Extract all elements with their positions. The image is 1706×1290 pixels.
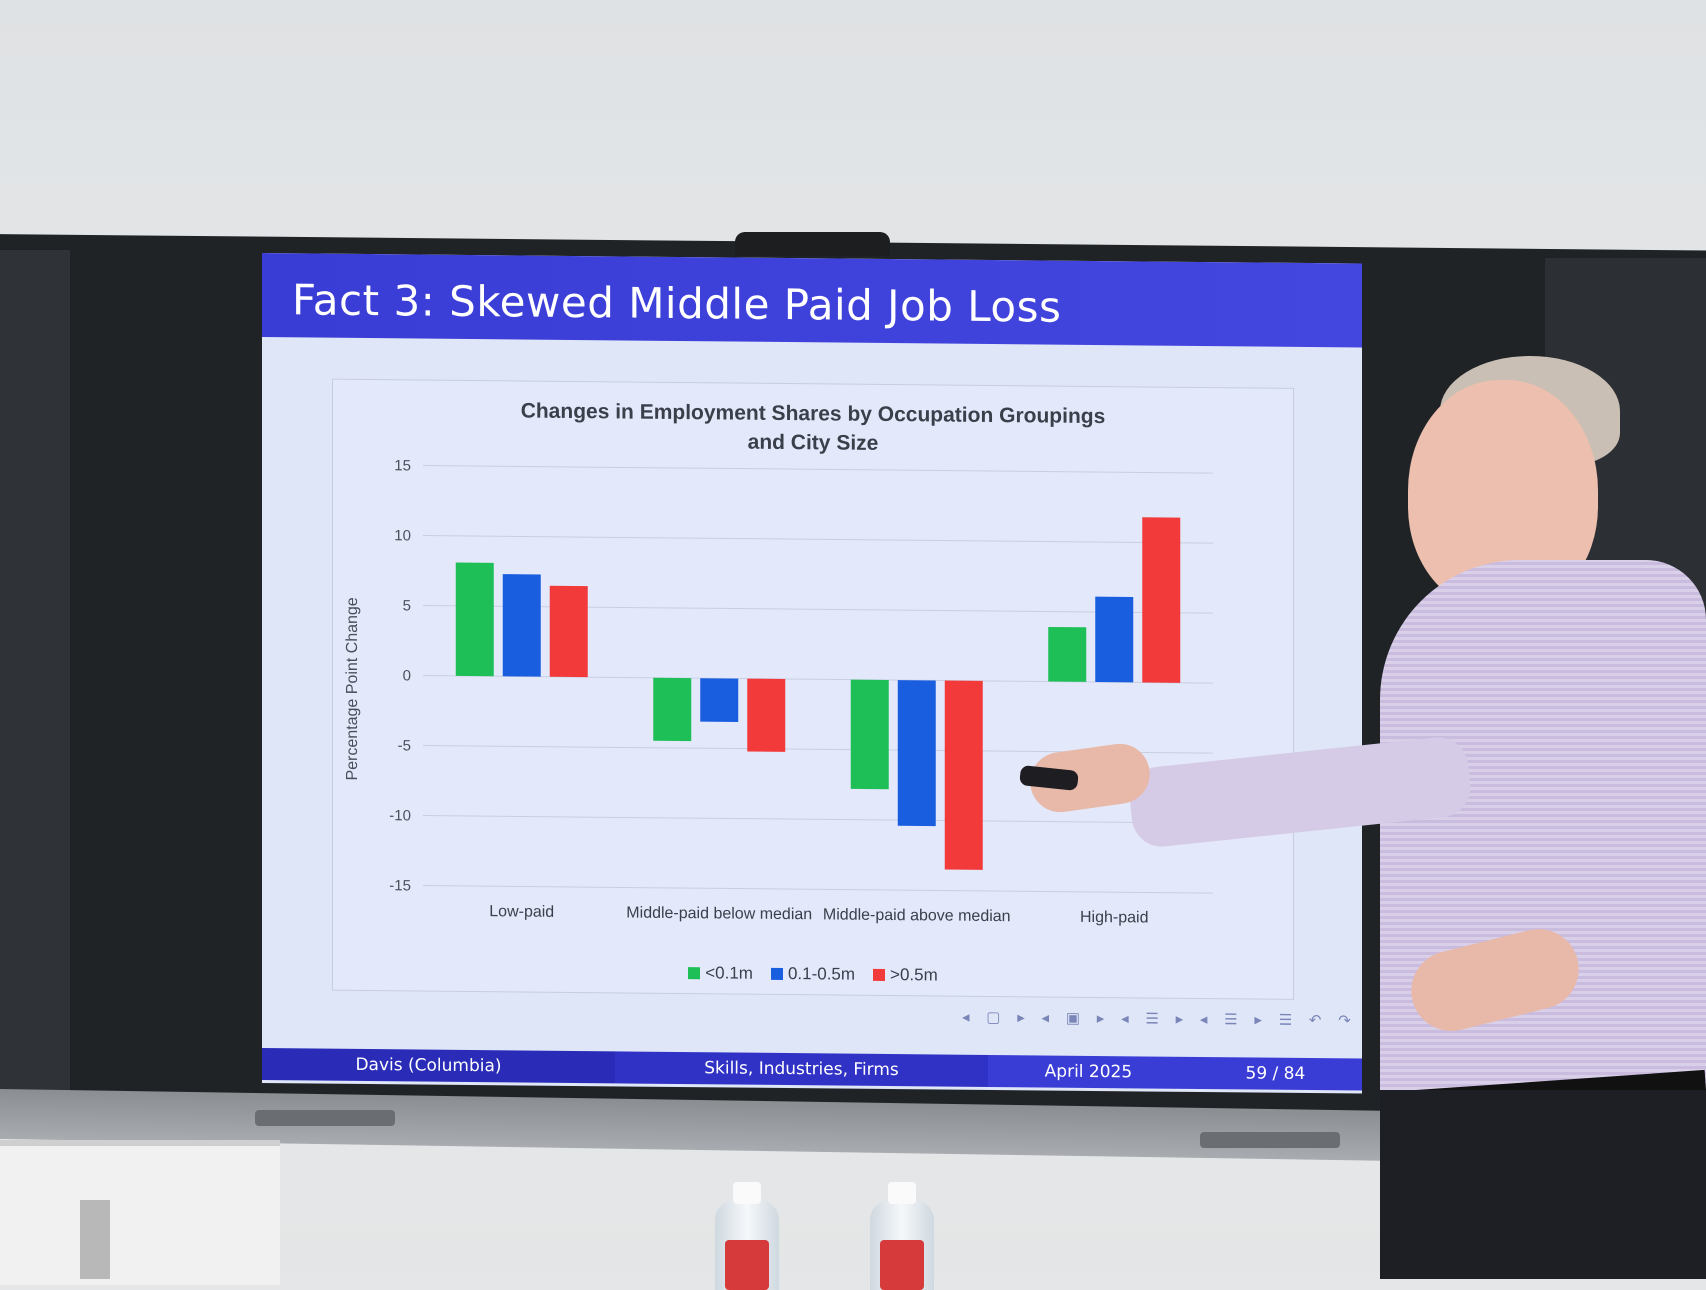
bar (653, 677, 692, 742)
y-tick-label: -5 (398, 737, 411, 754)
bar (1095, 596, 1134, 683)
podium (0, 1140, 280, 1285)
legend-label: 0.1-0.5m (787, 964, 856, 984)
left-side-panel (0, 250, 70, 1090)
presenter-pants (1380, 1090, 1706, 1279)
footer-right: April 2025 59 / 84 (988, 1054, 1362, 1091)
presenter-shirt (1380, 560, 1706, 1120)
y-tick-label: 5 (403, 597, 411, 614)
gridline (423, 535, 1213, 544)
gridline (423, 815, 1213, 824)
gridline (423, 675, 1213, 684)
footer-author: Davis (Columbia) (262, 1047, 615, 1084)
speaker-grille-right (1200, 1132, 1340, 1148)
podium-leg (80, 1200, 110, 1279)
footer-date: April 2025 (1044, 1061, 1133, 1083)
gridline (423, 885, 1213, 894)
footer-talk-title: Skills, Industries, Firms (615, 1051, 988, 1087)
bar (1048, 626, 1087, 682)
legend-swatch (770, 967, 783, 981)
slide-footer: Davis (Columbia) Skills, Industries, Fir… (262, 1047, 1362, 1091)
gridline (423, 605, 1213, 614)
x-category-label: High-paid (1080, 909, 1148, 927)
chart-frame: Changes in Employment Shares by Occupati… (332, 378, 1294, 1000)
y-tick-label: -15 (389, 877, 411, 894)
bar (700, 678, 739, 722)
y-tick-label: 10 (394, 527, 411, 544)
beamer-navigation-icons[interactable]: ◂ ▢ ▸ ◂ ▣ ▸ ◂ ☰ ▸ ◂ ☰ ▸ ☰ ↶ ↷ (962, 1007, 1357, 1030)
y-tick-label: 15 (394, 457, 411, 474)
y-tick-label: -10 (389, 807, 411, 824)
legend-label: >0.5m (890, 965, 938, 985)
x-category-label: Low-paid (489, 903, 554, 921)
bar (850, 679, 889, 790)
slide-title: Fact 3: Skewed Middle Paid Job Loss (292, 275, 1062, 332)
bar-chart-plot: 15 10 5 0 -5 -10 -15 Low-paid Middle-paid below … (389, 457, 1213, 927)
gridline (423, 465, 1213, 474)
x-category-label: Middle-paid above median (823, 906, 1011, 925)
bar (502, 574, 541, 677)
y-tick-label: 0 (403, 667, 411, 684)
legend-item: <0.1m (688, 963, 753, 984)
water-bottle-2 (870, 1182, 934, 1290)
water-bottle-1 (715, 1182, 779, 1290)
legend-swatch (873, 968, 886, 981)
bar (1142, 517, 1181, 683)
footer-page-number: 59 / 84 (1245, 1063, 1306, 1085)
camera-bar (735, 232, 890, 256)
bar (944, 680, 983, 870)
x-category-label: Middle-paid below median (626, 904, 812, 923)
legend-item: >0.5m (873, 965, 938, 986)
legend-label: <0.1m (705, 963, 753, 983)
legend-item: 0.1-0.5m (770, 964, 856, 985)
bar (897, 680, 936, 827)
bar (747, 678, 786, 752)
legend-swatch (688, 967, 701, 980)
bar (455, 562, 494, 677)
slide-title-bar: Fact 3: Skewed Middle Paid Job Loss (262, 253, 1362, 348)
bar (549, 585, 588, 678)
speaker-grille-left (255, 1110, 395, 1126)
presentation-slide: Fact 3: Skewed Middle Paid Job Loss Chan… (262, 253, 1362, 1094)
